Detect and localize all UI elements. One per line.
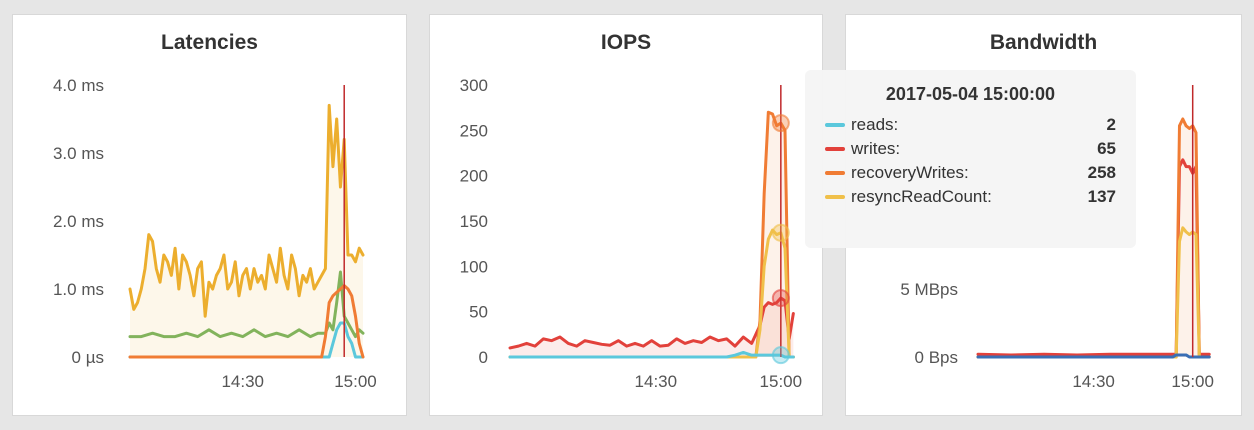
hover-point-marker (771, 223, 790, 242)
series-line (128, 103, 365, 318)
tooltip-series-value: 258 (1087, 163, 1116, 182)
y-tick-label: 250 (460, 121, 488, 140)
series-line (128, 270, 365, 339)
y-tick-label: 0 (479, 348, 488, 367)
y-tick-label: 1.0 ms (53, 280, 104, 299)
tooltip-row-writes: writes: 65 (825, 137, 1116, 161)
tooltip-timestamp: 2017-05-04 15:00:00 (885, 84, 1056, 104)
series-line (128, 284, 365, 359)
y-tick-label: 200 (460, 167, 488, 186)
tooltip-series-value: 65 (1097, 139, 1116, 158)
x-tick-label: 14:30 (1072, 372, 1115, 391)
chart-title: Bandwidth (989, 31, 1098, 54)
hover-point-marker (771, 289, 790, 308)
x-tick-label: 14:30 (635, 372, 678, 391)
legend-swatch-writes (825, 147, 845, 151)
tooltip-series-value: 137 (1087, 187, 1116, 206)
legend-swatch-resync-read-count (825, 195, 845, 199)
series-line (508, 296, 795, 350)
chart-svg: 0 Bps 5 MBps 14:30 15:00 (900, 85, 1214, 391)
tooltip-series-name: writes: (851, 139, 901, 158)
series-line (508, 228, 795, 359)
series-area (130, 105, 363, 358)
y-tick-label: 5 MBps (900, 280, 958, 299)
x-tick-label: 15:00 (334, 372, 377, 391)
tooltip-series-name: reads: (851, 115, 899, 134)
series-area (978, 119, 1210, 357)
hover-tooltip: 2017-05-04 15:00:00 reads: 2 writes: 65 … (805, 70, 1136, 248)
y-tick-label: 0 µs (72, 348, 104, 367)
tooltip-series-name: recoveryWrites: (851, 163, 969, 182)
y-tick-label: 100 (460, 257, 488, 276)
series-line (128, 321, 365, 359)
y-tick-label: 3.0 ms (53, 144, 104, 163)
hover-point-marker (771, 114, 790, 133)
hover-point-marker (771, 346, 790, 365)
series-line (508, 110, 795, 359)
series-line (976, 353, 1211, 359)
x-tick-label: 15:00 (760, 372, 803, 391)
series-area (510, 298, 794, 357)
chart-svg: 0 µs 1.0 ms 2.0 ms 3.0 ms 4.0 ms 14:30 15:00 (53, 76, 377, 391)
legend-swatch-recovery-writes (825, 171, 845, 175)
iops-panel: IOPS 0 50 100 150 200 250 300 14:30 15:00 (429, 14, 823, 416)
latencies-panel: Latencies 0 µs 1.0 ms 2.0 ms 3.0 ms 4.0 ms 14… (12, 14, 407, 416)
y-tick-label: 50 (469, 303, 488, 322)
chart-title: Latencies (161, 31, 258, 54)
y-tick-label: 4.0 ms (53, 76, 104, 95)
chart-title: IOPS (600, 31, 652, 54)
tooltip-row-recovery-writes: recoveryWrites: 258 (825, 161, 1116, 185)
tooltip-series-value: 2 (1106, 115, 1116, 134)
series-area (510, 112, 794, 357)
legend-swatch-reads (825, 123, 845, 127)
x-tick-label: 15:00 (1171, 372, 1214, 391)
tooltip-row-reads: reads: 2 (825, 113, 1116, 137)
tooltip-series-name: resyncReadCount: (851, 187, 992, 206)
y-tick-label: 300 (460, 76, 488, 95)
x-tick-label: 14:30 (221, 372, 264, 391)
chart-svg: 0 50 100 150 200 250 300 14:30 15:00 (460, 76, 803, 391)
tooltip-row-resync-read-count: resyncReadCount: 137 (825, 185, 1116, 209)
y-tick-label: 0 Bps (915, 348, 958, 367)
y-tick-label: 150 (460, 212, 488, 231)
y-tick-label: 2.0 ms (53, 212, 104, 231)
